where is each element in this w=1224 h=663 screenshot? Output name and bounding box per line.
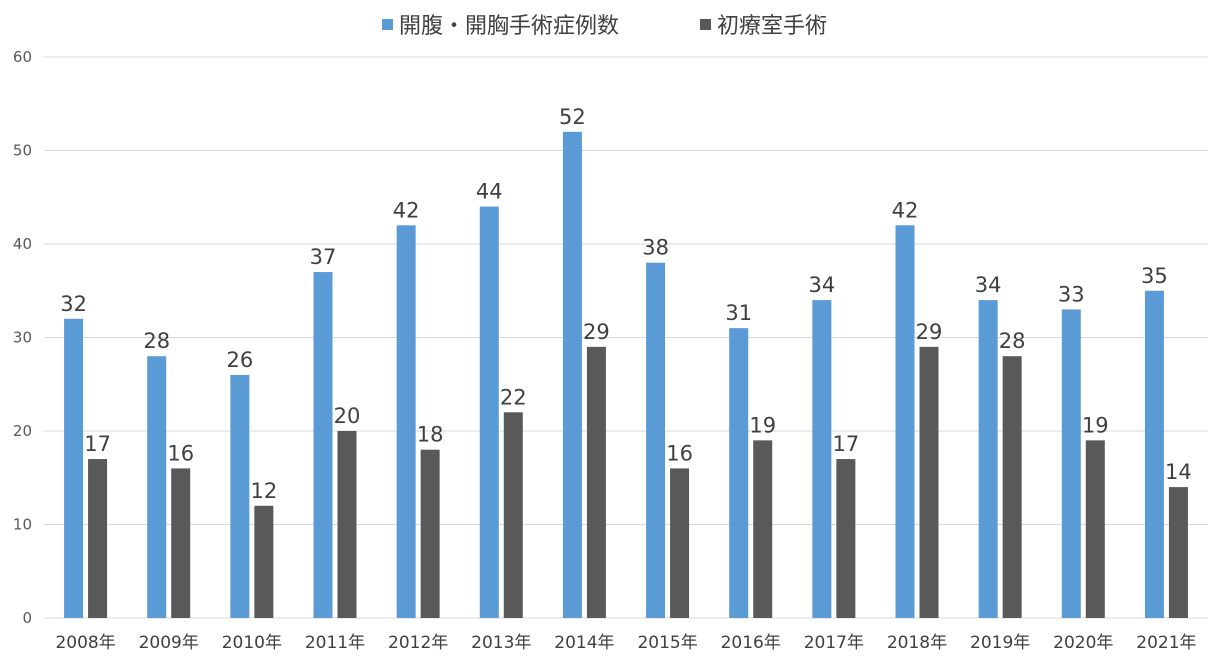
data-label-series0-6: 52 bbox=[559, 105, 586, 129]
x-tick-label: 2017年 bbox=[804, 633, 864, 653]
y-tick-label: 40 bbox=[13, 235, 32, 253]
data-label-series1-3: 20 bbox=[334, 404, 361, 428]
data-label-series0-3: 37 bbox=[310, 245, 337, 269]
bar-series0-9 bbox=[812, 300, 832, 618]
bar-series0-11 bbox=[978, 300, 998, 618]
bar-series1-9 bbox=[836, 459, 856, 618]
x-tick-label: 2021年 bbox=[1136, 633, 1196, 653]
data-label-series1-2: 12 bbox=[250, 479, 277, 503]
x-tick-label: 2018年 bbox=[887, 633, 947, 653]
data-label-series1-12: 19 bbox=[1082, 413, 1109, 437]
data-label-series0-5: 44 bbox=[476, 180, 503, 204]
y-tick-label: 60 bbox=[13, 48, 32, 66]
x-tick-label: 2014年 bbox=[554, 633, 614, 653]
y-tick-label: 10 bbox=[13, 516, 32, 534]
x-tick-label: 2019年 bbox=[970, 633, 1030, 653]
y-tick-label: 20 bbox=[13, 422, 32, 440]
data-label-series1-1: 16 bbox=[167, 441, 194, 465]
bar-series0-5 bbox=[479, 206, 499, 618]
bar-series0-13 bbox=[1144, 290, 1164, 618]
data-label-series0-1: 28 bbox=[143, 329, 170, 353]
data-label-series0-10: 42 bbox=[892, 198, 919, 222]
bar-series1-7 bbox=[670, 468, 690, 618]
x-tick-label: 2011年 bbox=[305, 633, 365, 653]
data-label-series1-7: 16 bbox=[666, 441, 693, 465]
bar-series1-11 bbox=[1002, 356, 1022, 618]
bar-series1-5 bbox=[503, 412, 523, 618]
y-axis-tick-labels: 0 10 20 30 40 50 60 bbox=[13, 48, 32, 627]
bar-series0-6 bbox=[562, 131, 582, 619]
x-tick-label: 2013年 bbox=[471, 633, 531, 653]
data-label-series0-11: 34 bbox=[975, 273, 1002, 297]
bar-series0-2 bbox=[230, 374, 250, 618]
bar-series0-0 bbox=[64, 318, 84, 618]
data-label-series0-9: 34 bbox=[808, 273, 835, 297]
bar-series1-2 bbox=[254, 505, 274, 618]
data-label-series1-0: 17 bbox=[84, 432, 111, 456]
legend-label-series0: 開腹・開胸手術症例数 bbox=[399, 14, 619, 39]
x-tick-label: 2012年 bbox=[388, 633, 448, 653]
bar-series0-3 bbox=[313, 272, 333, 618]
bar-series1-1 bbox=[171, 468, 191, 618]
data-label-series1-10: 29 bbox=[916, 320, 943, 344]
bar-series0-12 bbox=[1061, 309, 1081, 618]
data-label-series1-13: 14 bbox=[1165, 460, 1192, 484]
bar-series1-13 bbox=[1168, 487, 1188, 618]
data-label-series1-11: 28 bbox=[999, 329, 1026, 353]
gridlines bbox=[44, 56, 1208, 619]
data-label-series1-9: 17 bbox=[832, 432, 859, 456]
x-tick-label: 2015年 bbox=[637, 633, 697, 653]
x-tick-label: 2010年 bbox=[222, 633, 282, 653]
data-labels: 32 17 28 16 26 12 37 20 42 18 44 22 52 29 38 16 31 19 34 17… bbox=[60, 105, 1192, 503]
data-label-series0-13: 35 bbox=[1141, 264, 1168, 288]
data-label-series1-6: 29 bbox=[583, 320, 610, 344]
bars bbox=[64, 131, 1188, 619]
bar-series1-10 bbox=[919, 346, 939, 618]
x-tick-label: 2016年 bbox=[721, 633, 781, 653]
data-label-series1-5: 22 bbox=[500, 385, 527, 409]
bar-series1-4 bbox=[420, 449, 440, 618]
bar-series0-8 bbox=[729, 328, 749, 618]
y-tick-label: 0 bbox=[22, 609, 32, 627]
bar-series0-1 bbox=[147, 356, 167, 618]
legend-swatch-series0 bbox=[382, 19, 393, 30]
y-tick-label: 30 bbox=[13, 329, 32, 347]
bar-series1-6 bbox=[586, 346, 606, 618]
x-tick-label: 2008年 bbox=[55, 633, 115, 653]
bar-series0-10 bbox=[895, 225, 915, 619]
data-label-series0-0: 32 bbox=[60, 292, 87, 316]
bar-series0-7 bbox=[646, 262, 666, 618]
data-label-series1-8: 19 bbox=[749, 413, 776, 437]
bar-series1-0 bbox=[88, 459, 108, 618]
data-label-series0-2: 26 bbox=[226, 348, 253, 372]
legend-swatch-series1 bbox=[700, 19, 711, 30]
data-label-series0-8: 31 bbox=[725, 301, 752, 325]
bar-series1-12 bbox=[1085, 440, 1105, 618]
legend-label-series1: 初療室手術 bbox=[717, 14, 827, 39]
data-label-series0-7: 38 bbox=[642, 236, 669, 260]
x-tick-label: 2020年 bbox=[1053, 633, 1113, 653]
bar-series0-4 bbox=[396, 225, 416, 619]
data-label-series0-12: 33 bbox=[1058, 282, 1085, 306]
data-label-series1-4: 18 bbox=[417, 423, 444, 447]
y-tick-label: 50 bbox=[13, 142, 32, 160]
x-axis-tick-labels: 2008年 2009年 2010年 2011年 2012年 2013年 2014年 2015年… bbox=[55, 633, 1196, 653]
legend: 開腹・開胸手術症例数 初療室手術 bbox=[382, 14, 827, 39]
bar-series1-3 bbox=[337, 431, 357, 618]
data-label-series0-4: 42 bbox=[393, 198, 420, 222]
bar-series1-8 bbox=[753, 440, 773, 618]
x-tick-label: 2009年 bbox=[139, 633, 199, 653]
